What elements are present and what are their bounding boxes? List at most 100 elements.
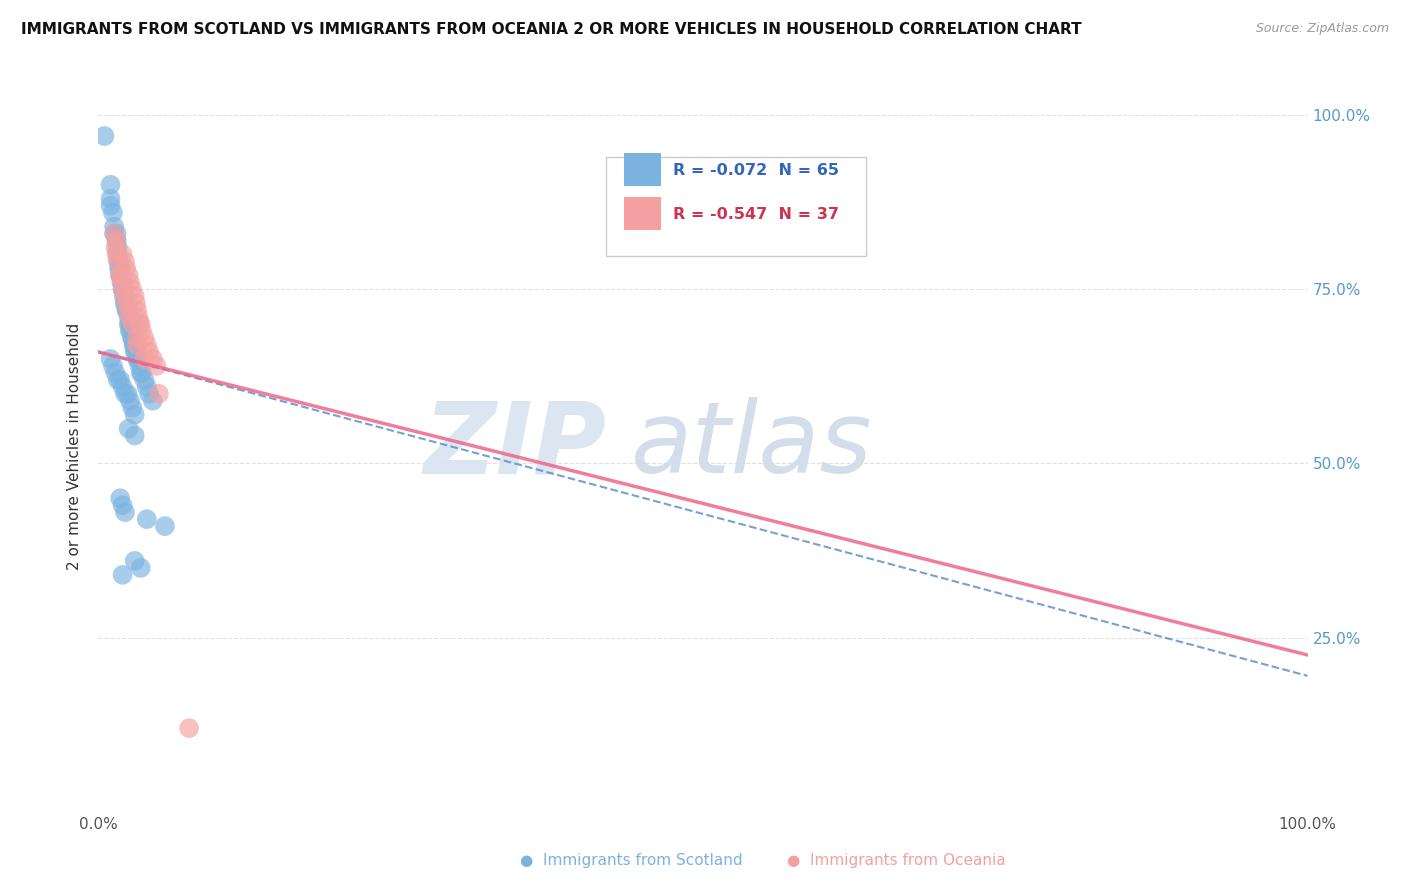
Point — [121, 331, 143, 345]
Point — [112, 289, 135, 303]
Point — [100, 178, 122, 192]
Point — [117, 303, 139, 318]
Bar — [624, 153, 661, 186]
Point — [100, 351, 122, 366]
Text: Source: ZipAtlas.com: Source: ZipAtlas.com — [1256, 22, 1389, 36]
Point — [122, 338, 145, 352]
Point — [129, 366, 152, 380]
Y-axis label: 2 or more Vehicles in Household: 2 or more Vehicles in Household — [67, 322, 83, 570]
Point — [118, 303, 141, 318]
Point — [107, 373, 129, 387]
Point — [103, 227, 125, 241]
Point — [111, 380, 134, 394]
Point — [127, 310, 149, 325]
Point — [111, 275, 134, 289]
Point — [114, 505, 136, 519]
Point — [105, 227, 128, 241]
Point — [107, 254, 129, 268]
Point — [93, 128, 115, 143]
Point — [118, 310, 141, 325]
Point — [121, 401, 143, 415]
Point — [111, 247, 134, 261]
Point — [108, 268, 131, 283]
Point — [127, 338, 149, 352]
Point — [118, 317, 141, 331]
Point — [124, 554, 146, 568]
Point — [135, 512, 157, 526]
Point — [103, 227, 125, 241]
Point — [103, 219, 125, 234]
Point — [117, 386, 139, 401]
Point — [111, 282, 134, 296]
Point — [108, 491, 131, 506]
Point — [105, 234, 128, 248]
Point — [124, 428, 146, 442]
Point — [118, 317, 141, 331]
Point — [108, 373, 131, 387]
Point — [114, 296, 136, 310]
FancyBboxPatch shape — [606, 157, 866, 256]
Point — [108, 268, 131, 283]
Point — [134, 331, 156, 345]
Point — [118, 275, 141, 289]
Point — [114, 254, 136, 268]
Point — [101, 205, 124, 219]
Text: ●  Immigrants from Oceania: ● Immigrants from Oceania — [787, 854, 1005, 868]
Point — [118, 324, 141, 338]
Point — [118, 421, 141, 435]
Point — [111, 567, 134, 582]
Point — [127, 303, 149, 318]
Point — [121, 317, 143, 331]
Text: R = -0.547  N = 37: R = -0.547 N = 37 — [672, 207, 839, 221]
Point — [110, 275, 132, 289]
Point — [115, 303, 138, 318]
Point — [148, 386, 170, 401]
Point — [111, 275, 134, 289]
Text: ZIP: ZIP — [423, 398, 606, 494]
Point — [101, 359, 124, 373]
Point — [114, 289, 136, 303]
Point — [138, 345, 160, 359]
Point — [124, 345, 146, 359]
Point — [131, 324, 153, 338]
Point — [105, 247, 128, 261]
Point — [129, 317, 152, 331]
Point — [142, 351, 165, 366]
Point — [104, 240, 127, 254]
Bar — [624, 197, 661, 230]
Point — [127, 351, 149, 366]
Point — [114, 386, 136, 401]
Point — [107, 247, 129, 261]
Point — [153, 519, 176, 533]
Point — [134, 373, 156, 387]
Point — [121, 331, 143, 345]
Point — [111, 498, 134, 512]
Point — [108, 261, 131, 276]
Point — [135, 338, 157, 352]
Point — [115, 261, 138, 276]
Point — [108, 268, 131, 283]
Point — [142, 393, 165, 408]
Point — [124, 289, 146, 303]
Point — [107, 240, 129, 254]
Point — [115, 296, 138, 310]
Point — [118, 268, 141, 283]
Point — [112, 282, 135, 296]
Point — [125, 296, 148, 310]
Point — [118, 393, 141, 408]
Point — [127, 331, 149, 345]
Text: ●  Immigrants from Scotland: ● Immigrants from Scotland — [520, 854, 742, 868]
Point — [135, 380, 157, 394]
Point — [111, 282, 134, 296]
Point — [124, 408, 146, 422]
Point — [179, 721, 201, 735]
Point — [145, 359, 167, 373]
Point — [104, 366, 127, 380]
Point — [124, 338, 146, 352]
Point — [128, 359, 150, 373]
Point — [105, 234, 128, 248]
Point — [131, 366, 153, 380]
Point — [121, 282, 143, 296]
Point — [120, 324, 142, 338]
Point — [118, 310, 141, 325]
